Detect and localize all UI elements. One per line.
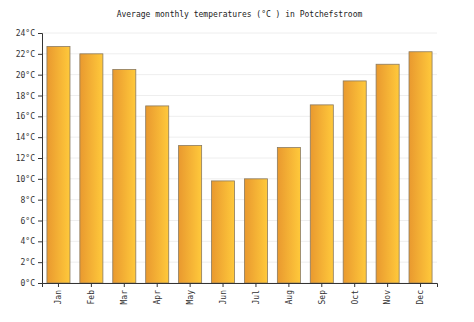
- tick-label: Sep: [318, 290, 327, 305]
- tick: Mar: [120, 283, 129, 304]
- tick: May: [186, 283, 195, 304]
- tick-label: 8°C: [21, 196, 36, 205]
- tick: 24°C: [16, 29, 42, 38]
- tick: Jun: [219, 283, 228, 304]
- tick-mark: [38, 179, 42, 180]
- bar: [343, 81, 366, 283]
- tick: 0°C: [21, 279, 42, 288]
- tick: 22°C: [16, 50, 42, 59]
- tick-mark: [38, 54, 42, 55]
- tick-mark: [38, 221, 42, 222]
- tick-label: 16°C: [16, 112, 35, 121]
- tick-label: 2°C: [21, 258, 36, 267]
- tick: 20°C: [16, 71, 42, 80]
- bar: [80, 54, 103, 283]
- title: Average monthly temperatures (°C ) in Po…: [117, 10, 363, 19]
- bar: [310, 105, 333, 283]
- axis-line: [38, 34, 43, 284]
- tick-label: Jun: [219, 290, 228, 305]
- bars: [47, 47, 432, 283]
- bar: [376, 64, 399, 283]
- tick-mark: [38, 158, 42, 159]
- chart: 0°C 2°C 4°C 6°C 8°C 10°C 12°C 14°C 16°C 18°C 20°C 2…: [0, 0, 474, 322]
- grid-line: [42, 33, 437, 34]
- axis-line: [43, 284, 438, 288]
- tick: 18°C: [16, 92, 42, 101]
- tick-label: 14°C: [16, 133, 35, 142]
- tick: Apr: [153, 283, 162, 304]
- tick-label: 12°C: [16, 154, 35, 163]
- tick: 10°C: [16, 175, 42, 184]
- tick-label: Feb: [87, 290, 96, 305]
- tick: Sep: [318, 283, 327, 304]
- tick-mark: [223, 283, 224, 287]
- tick: Nov: [383, 283, 392, 304]
- tick: 14°C: [16, 133, 42, 142]
- tick-mark: [157, 283, 158, 287]
- tick-label: 18°C: [16, 92, 35, 101]
- tick: Jan: [54, 283, 63, 304]
- bar: [179, 146, 202, 284]
- tick-mark: [288, 283, 289, 287]
- bar: [47, 47, 70, 283]
- tick: Feb: [87, 283, 96, 304]
- tick-mark: [38, 137, 42, 138]
- tick: 8°C: [21, 196, 42, 205]
- tick-mark: [91, 283, 92, 287]
- bar: [244, 179, 267, 283]
- tick-label: Apr: [153, 290, 162, 305]
- tick-label: Nov: [383, 290, 392, 305]
- tick-mark: [420, 283, 421, 287]
- y-axis: 0°C 2°C 4°C 6°C 8°C 10°C 12°C 14°C 16°C 18°C 20°C 2…: [16, 29, 43, 288]
- tick-mark: [38, 262, 42, 263]
- tick-mark: [387, 283, 388, 287]
- tick-mark: [321, 283, 322, 287]
- tick-label: 4°C: [21, 237, 36, 246]
- tick: Dec: [416, 283, 425, 304]
- tick-mark: [58, 283, 59, 287]
- tick-label: Jul: [252, 290, 261, 305]
- bar: [113, 69, 136, 283]
- tick-label: 6°C: [21, 217, 36, 226]
- bar: [146, 106, 169, 283]
- tick: 2°C: [21, 258, 42, 267]
- tick: 4°C: [21, 237, 42, 246]
- tick-mark: [38, 283, 42, 284]
- bar: [212, 181, 235, 283]
- tick-mark: [190, 283, 191, 287]
- tick-label: May: [186, 290, 195, 305]
- tick-label: 20°C: [16, 71, 35, 80]
- bar: [409, 52, 432, 283]
- tick: Aug: [285, 283, 294, 304]
- plot-area: 0°C 2°C 4°C 6°C 8°C 10°C 12°C 14°C 16°C 18°C 20°C 2…: [16, 29, 438, 304]
- bar: [277, 148, 300, 283]
- tick-mark: [124, 283, 125, 287]
- grid: [42, 33, 437, 283]
- tick-label: 24°C: [16, 29, 35, 38]
- tick-label: Dec: [416, 290, 425, 305]
- tick-label: Oct: [351, 290, 360, 305]
- tick-mark: [38, 116, 42, 117]
- tick-label: 10°C: [16, 175, 35, 184]
- tick-label: Mar: [120, 290, 129, 305]
- tick-mark: [38, 241, 42, 242]
- x-axis: Jan Feb Mar Apr May Jun Jul Aug Sep Oct Nov Dec: [43, 283, 438, 304]
- tick-label: 22°C: [16, 50, 35, 59]
- tick-label: 0°C: [21, 279, 36, 288]
- tick: Jul: [252, 283, 261, 304]
- tick: Oct: [351, 283, 360, 304]
- tick-label: Aug: [285, 290, 294, 305]
- tick: 6°C: [21, 217, 42, 226]
- tick-mark: [255, 283, 256, 287]
- tick: 12°C: [16, 154, 42, 163]
- tick-mark: [38, 33, 42, 34]
- tick-mark: [38, 200, 42, 201]
- tick-mark: [38, 75, 42, 76]
- tick-label: Jan: [54, 290, 63, 305]
- tick-mark: [38, 96, 42, 97]
- tick: 16°C: [16, 112, 42, 121]
- tick-mark: [354, 283, 355, 287]
